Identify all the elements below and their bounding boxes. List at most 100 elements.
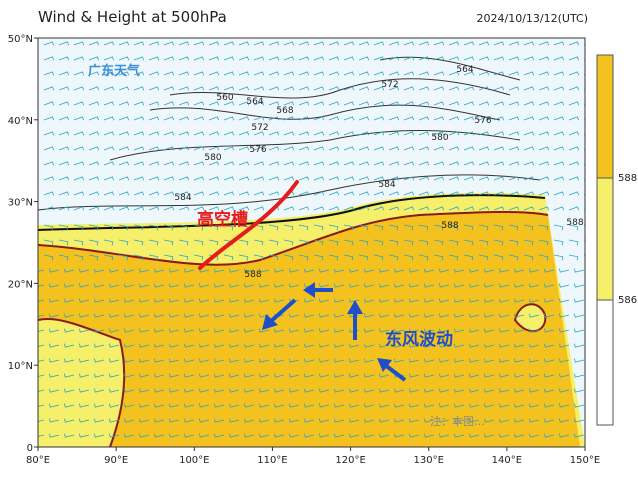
wind-barb xyxy=(124,433,135,438)
wind-barb xyxy=(478,101,490,106)
colorbar-label: 588 xyxy=(618,173,637,184)
wind-barb xyxy=(238,116,250,121)
wind-barb xyxy=(493,191,505,196)
wind-barb xyxy=(124,298,135,303)
wind-barb xyxy=(328,206,340,211)
wind-barb xyxy=(484,313,495,318)
wind-barb xyxy=(193,254,204,261)
wind-barb xyxy=(463,86,475,91)
wind-barb xyxy=(358,56,370,61)
wind-barb xyxy=(484,403,495,408)
wind-barb xyxy=(133,131,145,136)
wind-barb xyxy=(298,56,310,61)
wind-barb xyxy=(268,146,280,151)
wind-barb xyxy=(223,71,235,76)
wind-barb xyxy=(424,268,435,273)
wind-barb xyxy=(463,206,475,211)
wind-barb xyxy=(403,41,415,46)
wind-barb xyxy=(559,268,570,273)
wind-barb xyxy=(553,56,565,61)
wind-barb xyxy=(79,388,90,393)
wind-barb xyxy=(394,403,405,408)
timestamp: 2024/10/13/12(UTC) xyxy=(477,12,589,25)
wind-barb xyxy=(313,161,325,166)
wind-barb xyxy=(394,388,405,393)
wind-barb xyxy=(163,161,175,166)
annotation: 东风波动 xyxy=(385,329,453,350)
wind-barb xyxy=(169,403,180,408)
contour-label: 560 xyxy=(216,93,233,103)
wind-barb xyxy=(289,268,300,273)
wind-barb xyxy=(328,224,339,231)
wind-barb xyxy=(328,86,340,91)
wind-barb xyxy=(379,403,390,408)
wind-barb xyxy=(484,418,495,423)
wind-barb xyxy=(358,71,370,76)
wind-barb xyxy=(493,161,505,166)
wind-barb xyxy=(199,313,210,318)
wind-barb xyxy=(568,86,580,91)
wind-barb xyxy=(103,116,115,121)
wind-barb xyxy=(568,131,580,136)
wind-barb xyxy=(508,41,520,46)
wind-barb xyxy=(484,433,495,438)
wind-barb xyxy=(298,71,310,76)
wind-barb xyxy=(283,224,294,231)
wind-barb xyxy=(373,101,385,106)
wind-barb xyxy=(538,56,550,61)
wind-barb xyxy=(373,71,385,76)
wind-barb xyxy=(154,388,165,393)
wind-barb xyxy=(94,283,105,288)
wind-barb xyxy=(529,388,540,393)
wind-barb xyxy=(334,298,345,303)
wind-barb xyxy=(223,191,235,196)
wind-barb xyxy=(259,283,270,288)
wind-barb xyxy=(328,254,339,261)
wind-barb xyxy=(43,161,55,166)
wind-barb xyxy=(313,41,325,46)
wind-barb xyxy=(109,328,120,333)
wind-barb xyxy=(388,41,400,46)
wind-barb xyxy=(334,388,345,393)
wind-barb xyxy=(493,206,505,211)
wind-barb xyxy=(43,86,55,91)
contour-588 xyxy=(38,318,126,447)
wind-barb xyxy=(193,176,205,181)
wind-barb xyxy=(94,343,105,348)
wind-barb xyxy=(49,403,60,408)
wind-barb xyxy=(109,298,120,303)
wind-barb xyxy=(529,373,540,378)
wind-barb xyxy=(38,359,45,362)
wind-barb xyxy=(538,239,549,246)
y-tick-label: 20°N xyxy=(8,279,33,290)
wind-barb xyxy=(73,116,85,121)
wind-barb xyxy=(184,403,195,408)
wind-barb xyxy=(313,176,325,181)
y-tick-label: 0 xyxy=(27,443,33,454)
wind-barb xyxy=(274,418,285,423)
wind-barb xyxy=(49,418,60,423)
wind-barb xyxy=(133,86,145,91)
wind-barb xyxy=(103,239,114,246)
wind-barb xyxy=(298,239,309,246)
wind-barb xyxy=(163,206,175,211)
wind-barb xyxy=(118,116,130,121)
wind-barb xyxy=(463,41,475,46)
wind-barb xyxy=(58,161,70,166)
wind-barb xyxy=(124,343,135,348)
wind-barb xyxy=(448,176,460,181)
wind-barb xyxy=(403,239,414,246)
wind-barb xyxy=(229,328,240,333)
wind-barb xyxy=(379,313,390,318)
wind-barb xyxy=(373,86,385,91)
wind-barb xyxy=(38,419,45,422)
wind-barb xyxy=(199,358,210,363)
contour-label: 588 xyxy=(441,221,458,231)
wind-barb xyxy=(379,373,390,378)
wind-barb xyxy=(238,131,250,136)
wind-barb xyxy=(448,41,460,46)
wind-barb xyxy=(94,433,105,438)
watermark: 注：本图… xyxy=(430,414,485,428)
wind-barb xyxy=(394,358,405,363)
contour-584 xyxy=(38,194,546,231)
